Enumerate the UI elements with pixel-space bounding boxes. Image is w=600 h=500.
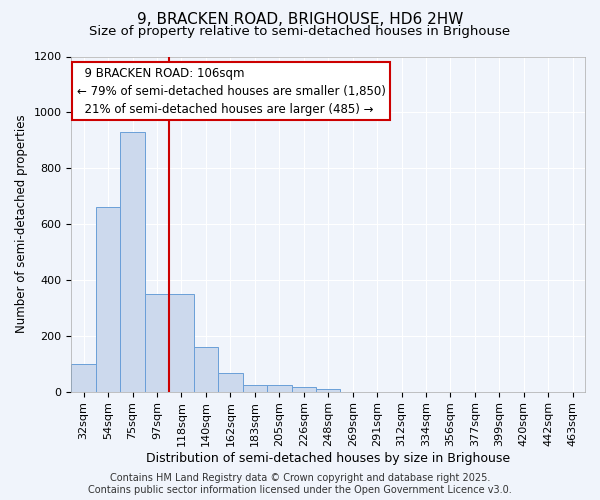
Bar: [194, 347, 218, 392]
Bar: [267, 384, 292, 392]
Bar: [292, 388, 316, 392]
Bar: [169, 294, 194, 392]
X-axis label: Distribution of semi-detached houses by size in Brighouse: Distribution of semi-detached houses by …: [146, 452, 510, 465]
Text: 9 BRACKEN ROAD: 106sqm
← 79% of semi-detached houses are smaller (1,850)
  21% o: 9 BRACKEN ROAD: 106sqm ← 79% of semi-det…: [77, 66, 385, 116]
Bar: [71, 364, 96, 392]
Bar: [218, 374, 242, 392]
Bar: [145, 294, 169, 392]
Bar: [316, 389, 340, 392]
Bar: [242, 384, 267, 392]
Text: Contains HM Land Registry data © Crown copyright and database right 2025.
Contai: Contains HM Land Registry data © Crown c…: [88, 474, 512, 495]
Bar: [96, 208, 121, 392]
Y-axis label: Number of semi-detached properties: Number of semi-detached properties: [15, 114, 28, 334]
Bar: [121, 132, 145, 392]
Text: Size of property relative to semi-detached houses in Brighouse: Size of property relative to semi-detach…: [89, 25, 511, 38]
Text: 9, BRACKEN ROAD, BRIGHOUSE, HD6 2HW: 9, BRACKEN ROAD, BRIGHOUSE, HD6 2HW: [137, 12, 463, 28]
